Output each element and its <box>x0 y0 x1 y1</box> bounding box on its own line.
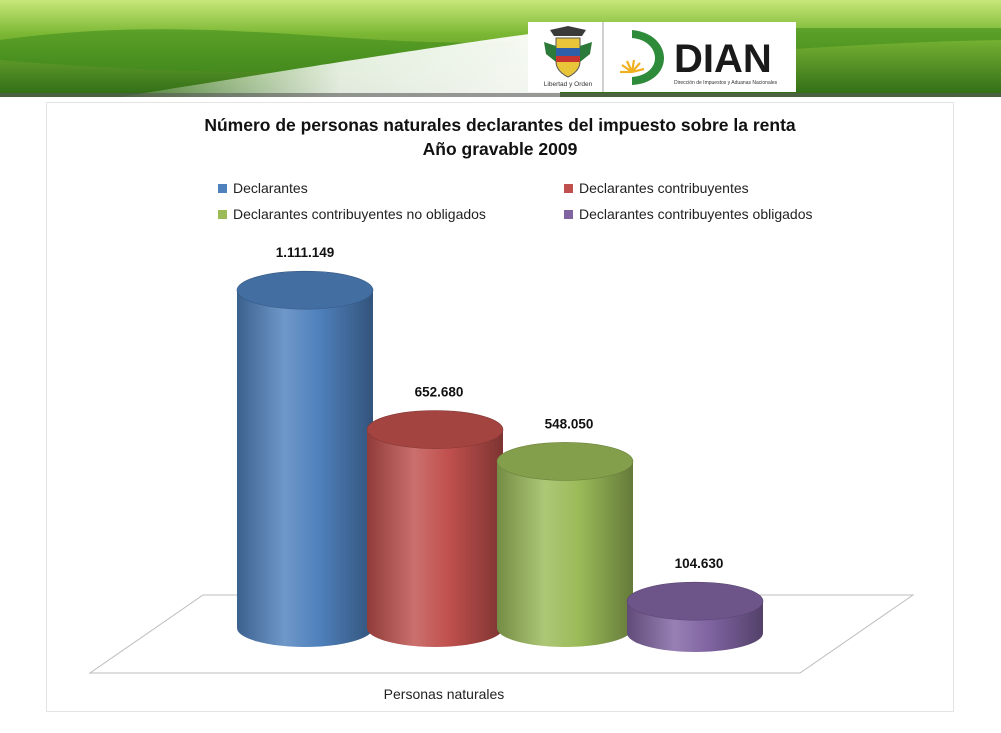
legend-item: Declarantes contribuyentes no obligados <box>218 206 486 222</box>
legend-swatch <box>218 184 227 193</box>
bar-cylinder <box>236 270 374 647</box>
legend-swatch <box>218 210 227 219</box>
legend-label: Declarantes contribuyentes obligados <box>579 206 812 222</box>
seal-text: Libertad y Orden <box>544 81 593 88</box>
data-label: 548.050 <box>545 416 594 431</box>
bars-group: 1.111.149 652.680 548.050 104.630 <box>236 245 764 652</box>
legend-item: Declarantes contribuyentes <box>564 180 749 196</box>
chart-title: Número de personas naturales declarantes… <box>204 115 796 135</box>
dian-logo-icon <box>620 30 664 85</box>
legend-label: Declarantes <box>233 180 308 196</box>
bar-body <box>237 290 373 647</box>
legend-swatch <box>564 184 573 193</box>
bar-cylinder <box>626 581 764 652</box>
bar-top <box>626 581 764 621</box>
legend-swatch <box>564 210 573 219</box>
bar-body <box>367 429 503 647</box>
bar-top <box>496 442 634 481</box>
header-banner <box>0 0 1001 97</box>
legend-item: Declarantes <box>218 180 308 196</box>
legend-label: Declarantes contribuyentes no obligados <box>233 206 486 222</box>
legend-item: Declarantes contribuyentes obligados <box>564 206 812 222</box>
chart-frame <box>46 102 954 712</box>
bar-body <box>497 461 633 647</box>
category-label: Personas naturales <box>384 686 505 702</box>
data-label: 104.630 <box>675 556 724 571</box>
bar-cylinder <box>496 442 634 647</box>
chart-subtitle: Año gravable 2009 <box>423 139 578 159</box>
logo-area: Libertad y Orden DIAN Dirección de Impue… <box>528 22 796 92</box>
coat-of-arms-icon <box>544 26 592 78</box>
legend-label: Declarantes contribuyentes <box>579 180 749 196</box>
bar-cylinder <box>366 410 504 647</box>
bar-top <box>236 270 374 310</box>
data-label: 652.680 <box>415 385 464 400</box>
bar-top <box>366 410 504 449</box>
data-label: 1.111.149 <box>276 245 335 260</box>
legend: Declarantes Declarantes contribuyentes D… <box>218 180 812 222</box>
dian-logo-subtitle: Dirección de Impuestos y Aduanas Naciona… <box>674 80 778 86</box>
dian-logo-text: DIAN <box>674 37 772 81</box>
